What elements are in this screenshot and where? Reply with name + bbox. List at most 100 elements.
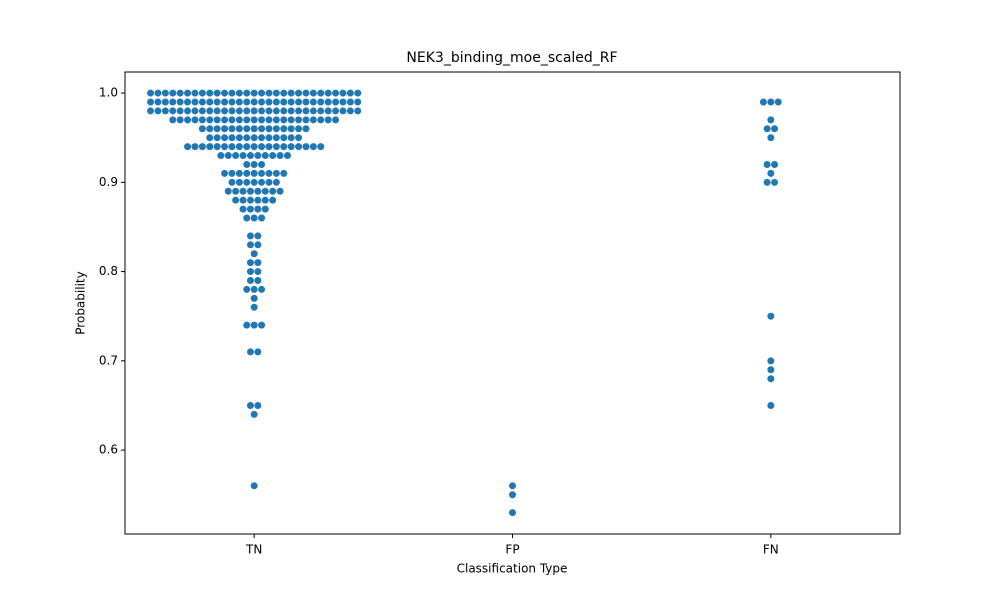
swarm-point xyxy=(280,134,288,142)
swarm-point xyxy=(243,134,251,142)
swarm-point xyxy=(767,357,775,365)
swarm-point xyxy=(243,116,251,124)
y-tick-label: 0.6 xyxy=(99,443,118,457)
swarm-point xyxy=(272,134,280,142)
swarm-point xyxy=(250,107,258,115)
swarm-point xyxy=(221,89,229,97)
swarm-point xyxy=(272,178,280,186)
swarm-point xyxy=(235,107,243,115)
swarm-point xyxy=(287,116,295,124)
swarm-point xyxy=(771,125,779,133)
swarm-point xyxy=(228,107,236,115)
x-tick-label: FN xyxy=(763,543,779,557)
swarm-point xyxy=(302,89,310,97)
swarm-point xyxy=(217,152,225,160)
y-axis-label: Probability xyxy=(74,271,88,334)
swarm-point xyxy=(246,259,254,267)
swarm-point xyxy=(198,107,206,115)
swarm-point xyxy=(339,89,347,97)
swarm-point xyxy=(767,401,775,409)
swarm-point xyxy=(254,277,262,285)
swarm-point xyxy=(258,178,266,186)
swarm-point xyxy=(198,116,206,124)
swarm-point xyxy=(258,98,266,106)
swarm-point xyxy=(287,134,295,142)
swarm-point xyxy=(254,196,262,204)
swarm-point xyxy=(295,116,303,124)
swarm-point xyxy=(302,143,310,151)
swarm-point xyxy=(206,107,214,115)
swarm-point xyxy=(154,98,162,106)
swarm-point xyxy=(258,116,266,124)
swarm-point xyxy=(324,107,332,115)
swarm-point xyxy=(771,178,779,186)
swarm-point xyxy=(243,160,251,168)
swarm-point xyxy=(184,89,192,97)
swarm-point xyxy=(287,125,295,133)
swarm-point xyxy=(771,160,779,168)
swarm-point xyxy=(243,98,251,106)
swarm-point xyxy=(147,98,155,106)
x-tick-label: FP xyxy=(505,543,519,557)
swarm-point xyxy=(246,277,254,285)
swarm-point xyxy=(221,107,229,115)
swarm-point xyxy=(302,98,310,106)
swarm-point xyxy=(228,116,236,124)
swarm-point xyxy=(295,134,303,142)
y-tick-label: 0.8 xyxy=(99,264,118,278)
swarm-point xyxy=(309,116,317,124)
swarm-point xyxy=(302,107,310,115)
swarm-point xyxy=(332,89,340,97)
swarm-point xyxy=(767,116,775,124)
swarm-point xyxy=(295,125,303,133)
swarm-point xyxy=(254,401,262,409)
swarm-point xyxy=(283,152,291,160)
swarm-point xyxy=(254,232,262,240)
swarm-point xyxy=(213,98,221,106)
swarm-point xyxy=(169,89,177,97)
swarm-point xyxy=(254,152,262,160)
swarm-point xyxy=(228,134,236,142)
swarm-point xyxy=(169,107,177,115)
swarm-point xyxy=(246,205,254,213)
swarm-point xyxy=(258,160,266,168)
swarm-point xyxy=(265,98,273,106)
swarm-point xyxy=(280,143,288,151)
swarm-point xyxy=(324,116,332,124)
swarm-point xyxy=(184,107,192,115)
swarm-point xyxy=(317,107,325,115)
swarm-point xyxy=(250,169,258,177)
swarm-point xyxy=(258,125,266,133)
swarm-point xyxy=(272,89,280,97)
swarm-point xyxy=(235,98,243,106)
swarm-point xyxy=(228,143,236,151)
swarm-point xyxy=(246,187,254,195)
swarm-point xyxy=(258,285,266,293)
swarm-point xyxy=(250,143,258,151)
swarm-point xyxy=(287,143,295,151)
swarm-point xyxy=(235,169,243,177)
swarm-point xyxy=(258,107,266,115)
swarm-point xyxy=(258,143,266,151)
swarm-point xyxy=(265,169,273,177)
swarm-point xyxy=(254,268,262,276)
swarm-point xyxy=(295,107,303,115)
swarm-point xyxy=(272,125,280,133)
swarm-point xyxy=(261,196,269,204)
swarm-point xyxy=(509,491,516,499)
swarm-point xyxy=(261,187,269,195)
swarm-point xyxy=(235,178,243,186)
swarm-point xyxy=(767,366,775,374)
swarm-point xyxy=(176,89,184,97)
swarm-point xyxy=(176,98,184,106)
swarm-point xyxy=(169,116,177,124)
swarm-point xyxy=(509,509,516,517)
swarm-point xyxy=(317,143,325,151)
swarm-point xyxy=(250,134,258,142)
swarm-point xyxy=(309,107,317,115)
swarm-point xyxy=(235,89,243,97)
swarm-point xyxy=(354,107,362,115)
swarm-point xyxy=(767,375,775,383)
swarm-point xyxy=(272,169,280,177)
swarm-point xyxy=(250,214,258,222)
